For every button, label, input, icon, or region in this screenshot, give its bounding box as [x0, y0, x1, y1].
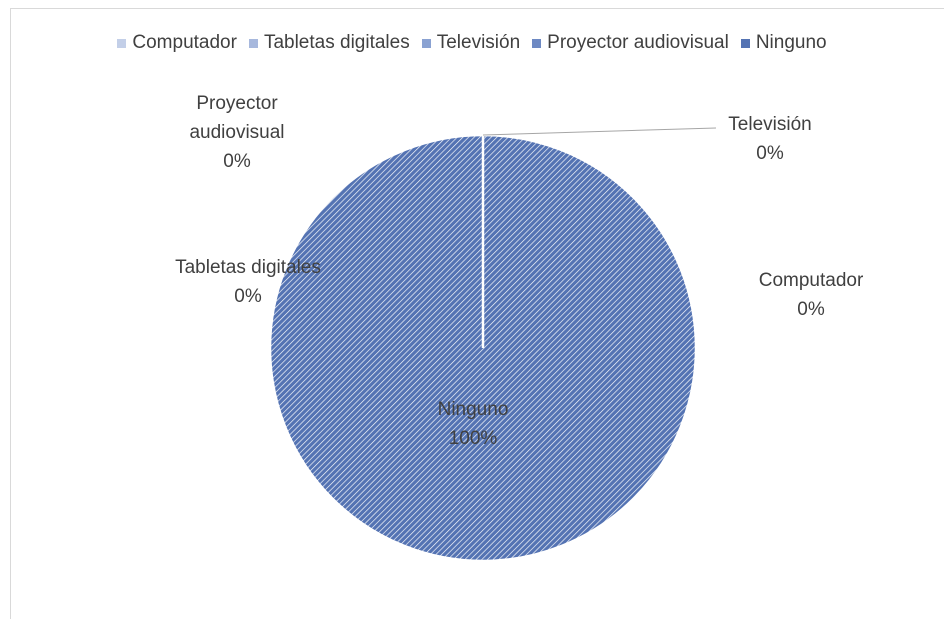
data-label-category: Computador [758, 270, 864, 291]
legend-label: Televisión [436, 32, 521, 53]
chart-frame [10, 8, 944, 619]
data-label-value: 0% [797, 299, 825, 320]
legend-entry: Ninguno [740, 32, 827, 54]
data-label: Proyector audiovisual 0% [162, 89, 312, 176]
legend-label: Ninguno [755, 32, 827, 53]
legend-label: Proyector audiovisual [547, 32, 729, 53]
data-label-category: Ninguno [437, 399, 509, 420]
data-label-category: Proyector audiovisual [189, 93, 285, 143]
pie-slice [268, 133, 698, 563]
data-label: Televisión 0% [700, 110, 840, 168]
data-label-value: 0% [756, 143, 784, 164]
legend-swatch [248, 38, 258, 48]
data-label-value: 0% [234, 286, 262, 307]
legend: Computador Tabletas digitales Televisión Pr… [0, 32, 944, 54]
legend-swatch [117, 38, 127, 48]
legend-swatch [740, 38, 750, 48]
data-label-value: 0% [223, 151, 251, 172]
data-label: Ninguno 100% [403, 395, 543, 453]
legend-label: Tabletas digitales [263, 32, 410, 53]
legend-entry: Tabletas digitales [248, 32, 410, 54]
data-label: Computador 0% [741, 266, 881, 324]
legend-label: Computador [132, 32, 237, 53]
leader-line [482, 127, 717, 136]
legend-entry: Computador [117, 32, 237, 54]
legend-entry: Televisión [421, 32, 521, 54]
data-label-value: 100% [448, 428, 498, 449]
legend-entry: Proyector audiovisual [532, 32, 729, 54]
data-label-category: Televisión [728, 114, 812, 135]
data-label-category: Tabletas digitales [175, 257, 321, 278]
legend-swatch [421, 38, 431, 48]
legend-swatch [532, 38, 542, 48]
data-label: Tabletas digitales 0% [158, 253, 338, 311]
